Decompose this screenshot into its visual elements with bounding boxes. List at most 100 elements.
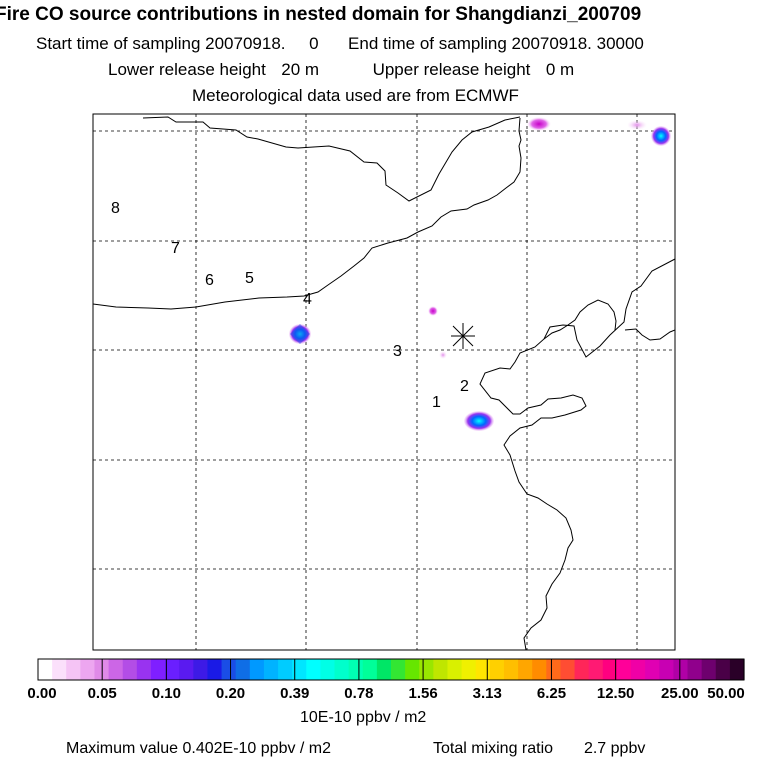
colorbar-swatch	[263, 659, 279, 680]
source-near-site-1	[428, 306, 438, 316]
colorbar-label: 6.25	[536, 685, 567, 702]
colorbar-label: 0.10	[151, 685, 181, 702]
colorbar-swatch	[574, 659, 590, 680]
colorbar-swatch	[659, 659, 674, 680]
trajectory-label: 6	[205, 272, 214, 289]
lat-lon-grid	[93, 114, 675, 650]
colorbar-label: 50.00	[707, 685, 745, 702]
colorbar-swatch	[503, 659, 519, 680]
colorbar-swatch	[334, 659, 350, 680]
source-near-site-2	[439, 351, 447, 359]
map-frame	[92, 113, 676, 651]
colorbar-swatch	[489, 659, 505, 680]
colorbar-swatch	[66, 659, 81, 680]
total-mixing-line: Total mixing ratio 2.7 ppbv	[433, 740, 645, 758]
colorbar-swatch	[405, 659, 420, 680]
end-time-value: 20070918. 30000	[511, 34, 644, 53]
colorbar-swatch	[122, 659, 138, 680]
colorbar-swatch	[362, 659, 378, 680]
colorbar-swatch	[475, 659, 491, 680]
colorbar-label: 1.56	[408, 685, 438, 702]
colorbar-swatch	[348, 659, 364, 680]
colorbar-label: 0.00	[27, 685, 57, 702]
colorbar-frame	[37, 658, 745, 681]
coast-inlet	[624, 328, 675, 341]
total-mixing-value: 2.7 ppbv	[583, 740, 646, 757]
max-value-label: Maximum value	[66, 740, 179, 757]
colorbar-swatch	[645, 659, 660, 680]
colorbar-swatch	[80, 659, 96, 680]
colorbar-swatch	[419, 659, 434, 680]
trajectory-label: 4	[303, 291, 312, 308]
total-mixing-label: Total mixing ratio	[433, 740, 554, 757]
bohai-coastline	[479, 258, 675, 650]
colorbar-swatch	[278, 659, 293, 680]
colorbar-swatch	[602, 659, 618, 680]
colorbar-swatch	[249, 659, 265, 680]
emission-sources	[289, 117, 671, 431]
boundaries	[93, 116, 675, 650]
lower-release-value: 20 m	[281, 60, 320, 79]
colorbar	[37, 659, 745, 680]
colorbar-swatch	[532, 659, 547, 680]
colorbar-label: 3.13	[472, 685, 502, 702]
colorbar-swatch	[179, 659, 194, 680]
colorbar-swatch	[391, 659, 406, 680]
max-value: 0.402E-10 ppbv / m2	[182, 740, 332, 757]
colorbar-label: 0.78	[344, 685, 374, 702]
release-heights-line: Lower release height 20 m Upper release …	[108, 60, 768, 80]
trajectory-label: 5	[245, 270, 254, 287]
colorbar-swatch	[546, 659, 562, 680]
colorbar-label: 0.05	[87, 685, 117, 702]
colorbar-swatch	[433, 659, 449, 680]
trajectory-label: 7	[171, 240, 180, 257]
receptor-site-asterisk-icon	[451, 323, 475, 349]
colorbar-swatch	[165, 659, 180, 680]
colorbar-swatch	[306, 659, 321, 680]
lower-release-label: Lower release height	[108, 60, 266, 79]
source-top-center	[527, 117, 551, 131]
peninsula-coast	[543, 299, 617, 340]
colorbar-swatch	[616, 659, 632, 680]
colorbar-swatch	[108, 659, 124, 680]
colorbar-swatch	[631, 659, 646, 680]
colorbar-label: 25.00	[661, 685, 699, 702]
colorbar-swatch	[207, 659, 223, 680]
colorbar-swatch	[292, 659, 307, 680]
colorbar-swatch	[376, 659, 392, 680]
colorbar-swatch	[447, 659, 463, 680]
source-ne-corner	[651, 126, 671, 146]
source-se-plume	[464, 411, 494, 431]
colorbar-swatch	[320, 659, 336, 680]
upper-release-value: 0 m	[545, 60, 575, 79]
colorbar-swatch	[235, 659, 251, 680]
colorbar-swatch	[518, 659, 533, 680]
province-border-line	[93, 117, 522, 310]
source-top-right-faint	[627, 120, 647, 130]
sampling-times-line: Start time of sampling 20070918. 0 End t…	[36, 34, 768, 54]
colorbar-swatch	[136, 659, 152, 680]
colorbar-label: 12.50	[596, 685, 635, 702]
max-value-line: Maximum value 0.402E-10 ppbv / m2	[66, 740, 331, 758]
source-nw-core	[290, 324, 310, 344]
colorbar-label: 0.20	[215, 685, 246, 702]
colorbar-swatch	[560, 659, 576, 680]
colorbar-swatch	[729, 659, 745, 680]
colorbar-swatch	[588, 659, 604, 680]
colorbar-swatch	[701, 659, 717, 680]
colorbar-swatch	[687, 659, 703, 680]
colorbar-units: 10E-10 ppbv / m2	[300, 709, 427, 726]
start-time-label: Start time of sampling	[36, 34, 201, 53]
colorbar-swatch	[150, 659, 166, 680]
start-time-value: 20070918. 0	[205, 34, 319, 53]
northern-border-line	[142, 116, 521, 202]
upper-release-label: Upper release height	[372, 60, 531, 79]
met-data-line: Meteorological data used are from ECMWF	[192, 86, 519, 105]
trajectory-label: 1	[432, 394, 441, 411]
colorbar-swatch	[52, 659, 67, 680]
colorbar-swatch	[193, 659, 209, 680]
end-time-label: End time of sampling	[348, 34, 507, 53]
trajectory-label: 2	[460, 378, 469, 395]
colorbar-swatch	[673, 659, 689, 680]
